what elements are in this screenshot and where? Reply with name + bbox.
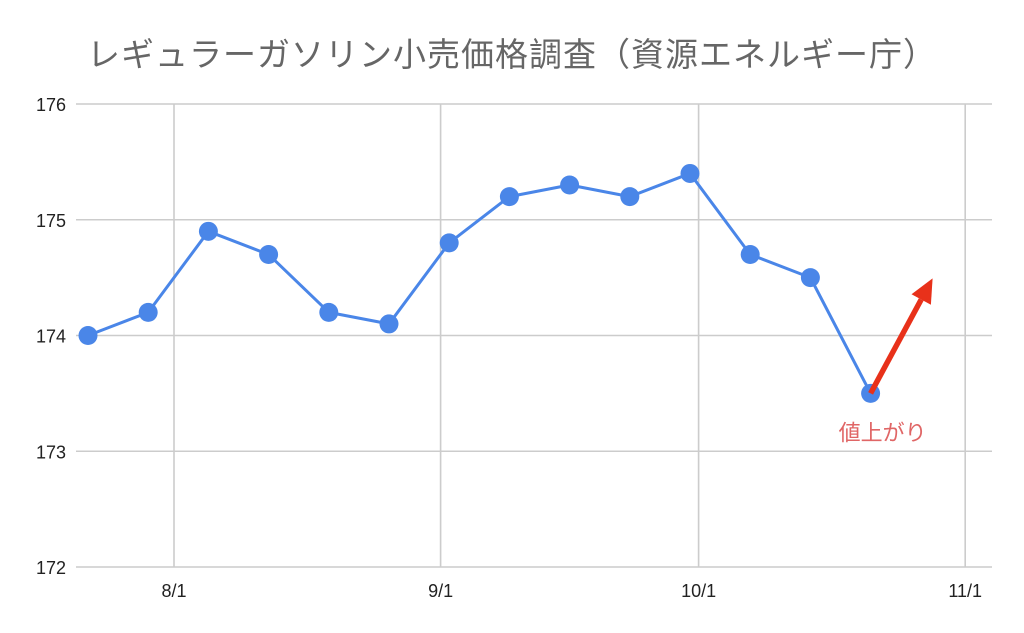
x-tick-label: 10/1 bbox=[681, 581, 716, 601]
data-point bbox=[319, 302, 339, 322]
y-tick-label: 173 bbox=[36, 442, 66, 462]
data-point bbox=[379, 314, 399, 334]
annotation-label: 値上がり bbox=[839, 421, 927, 446]
y-tick-label: 176 bbox=[36, 95, 66, 115]
data-point bbox=[198, 221, 218, 241]
y-tick-label: 174 bbox=[36, 327, 66, 347]
data-point bbox=[259, 244, 279, 264]
y-tick-label: 175 bbox=[36, 211, 66, 231]
x-axis-ticks: 8/1 9/1 10/1 11/1 bbox=[161, 581, 982, 601]
data-point bbox=[439, 233, 459, 253]
data-point bbox=[499, 187, 519, 207]
data-point bbox=[560, 175, 580, 195]
grid-lines bbox=[76, 103, 992, 568]
series-group bbox=[78, 163, 881, 403]
data-point bbox=[740, 244, 760, 264]
annotation-arrow bbox=[868, 298, 924, 395]
data-point bbox=[680, 163, 700, 183]
x-tick-label: 8/1 bbox=[161, 581, 186, 601]
chart-title: レギュラーガソリン小売価格調査（資源エネルギー庁） bbox=[87, 35, 937, 74]
annotation-arrowhead bbox=[911, 278, 933, 305]
data-point bbox=[138, 302, 158, 322]
y-axis-ticks: 172 173 174 175 176 bbox=[36, 95, 66, 578]
y-tick-label: 172 bbox=[36, 558, 66, 578]
x-tick-label: 11/1 bbox=[948, 581, 982, 601]
annotation-group: 値上がり bbox=[839, 278, 933, 446]
data-point bbox=[800, 268, 820, 288]
series-line bbox=[87, 171, 872, 395]
data-point bbox=[620, 187, 640, 207]
x-tick-label: 9/1 bbox=[428, 581, 453, 601]
data-point bbox=[78, 326, 98, 345]
